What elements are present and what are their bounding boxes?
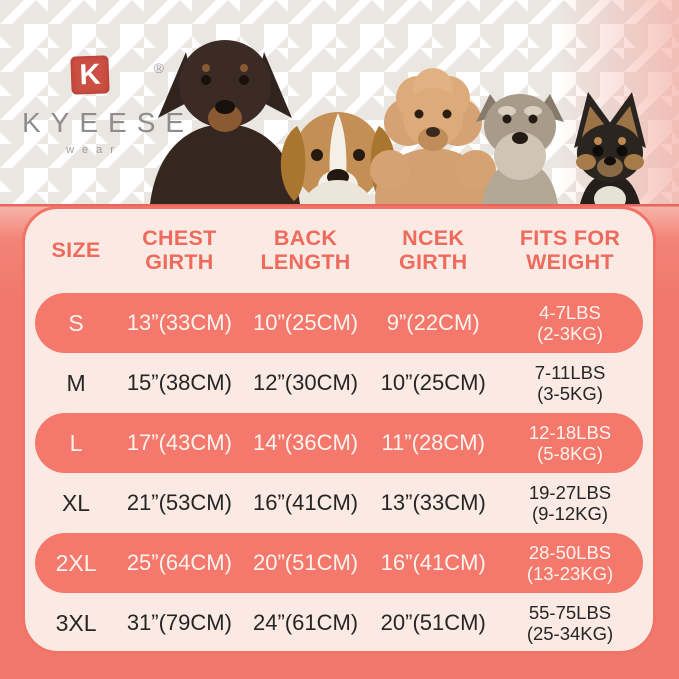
cell-neck: 9”(22CM) [386,310,480,335]
cell-weight: 7-11LBS (3-5KG) [534,361,606,404]
brand-logo: K ® KYEESE wear [12,55,195,156]
table-row-size-2xl: 2XL 25”(64CM) 20”(51CM) 16”(41CM) 28-50L… [35,533,643,593]
column-header-chest-girth: CHEST GIRTH [142,226,217,274]
brand-subtitle: wear [66,144,122,156]
houndstooth-pattern-background [0,0,679,204]
dog-chihuahua [574,92,646,204]
cell-chest: 13”(33CM) [126,310,232,335]
cell-chest: 21”(53CM) [126,490,232,515]
registered-trademark-symbol: ® [153,60,164,76]
cell-chest: 17”(43CM) [126,430,232,455]
column-header-neck-girth: NCEK GIRTH [399,226,468,274]
cell-neck: 11”(28CM) [381,430,485,455]
table-row-size-s: S 13”(33CM) 10”(25CM) 9”(22CM) 4-7LBS (2… [35,293,643,353]
cell-size: S [68,309,84,336]
cell-back: 20”(51CM) [252,550,359,575]
brand-logo-mark: K [70,55,110,95]
table-row-size-l: L 17”(43CM) 14”(36CM) 11”(28CM) 12-18LBS… [35,413,643,473]
cell-size: 3XL [55,609,97,636]
size-chart-card: SIZE CHEST GIRTH BACK LENGTH NCEK GIRTH … [22,206,656,654]
cell-size: 2XL [55,549,97,576]
cell-neck: 13”(33CM) [380,490,486,515]
cell-back: 24”(61CM) [252,610,359,635]
cell-back: 12”(30CM) [252,370,359,395]
cell-weight: 55-75LBS (25-34KG) [526,601,614,644]
size-chart-section: SIZE CHEST GIRTH BACK LENGTH NCEK GIRTH … [0,204,679,679]
cell-weight: 28-50LBS (13-23KG) [526,541,614,584]
cell-weight: 4-7LBS (2-3KG) [537,301,603,344]
brand-name: KYEESE [22,107,195,138]
column-header-fits-for-weight: FITS FOR WEIGHT [519,226,621,274]
cell-back: 16”(41CM) [252,490,359,515]
hero-banner: K ® KYEESE wear [0,0,679,204]
dogs-photo-row [150,40,646,204]
column-header-back-length: BACK LENGTH [260,226,351,274]
cell-weight: 12-18LBS (5-8KG) [528,421,612,464]
cell-back: 14”(36CM) [252,430,359,455]
cell-size: M [66,369,86,396]
cell-neck: 10”(25CM) [380,370,486,395]
column-header-size: SIZE [51,238,101,263]
cell-chest: 31”(79CM) [126,610,232,635]
cell-size: L [69,429,83,456]
brand-logo-letter: K [78,58,102,92]
table-row-size-3xl: 3XL 31”(79CM) 24”(61CM) 20”(51CM) 55-75L… [35,593,643,651]
cell-size: XL [61,489,91,516]
size-chart-header-row: SIZE CHEST GIRTH BACK LENGTH NCEK GIRTH … [35,209,643,293]
dog-schnauzer [476,94,564,204]
table-row-size-xl: XL 21”(53CM) 16”(41CM) 13”(33CM) 19-27LB… [35,473,643,533]
cell-chest: 15”(38CM) [126,370,232,395]
dog-doberman [150,40,300,204]
table-row-size-m: M 15”(38CM) 12”(30CM) 10”(25CM) 7-11LBS … [35,353,643,413]
cell-weight: 19-27LBS (9-12KG) [528,481,612,524]
cell-chest: 25”(64CM) [126,550,232,575]
cell-neck: 20”(51CM) [380,610,486,635]
cell-back: 10”(25CM) [252,310,359,335]
dog-poodle [370,68,496,204]
cell-neck: 16”(41CM) [380,550,486,575]
